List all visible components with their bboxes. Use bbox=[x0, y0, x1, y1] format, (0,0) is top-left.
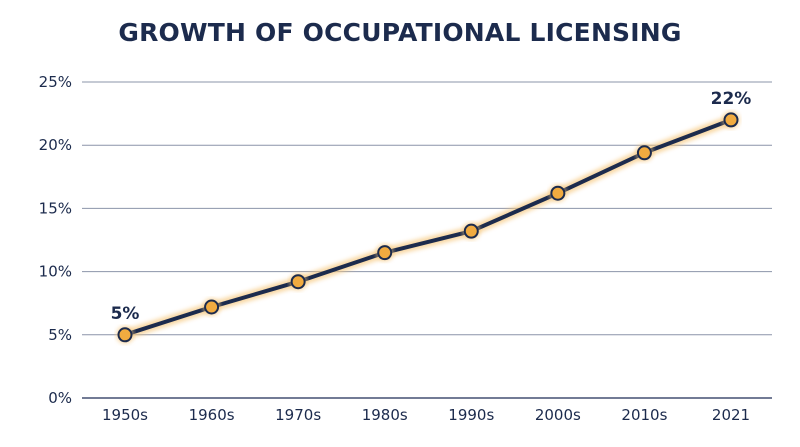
x-tick-label: 1960s bbox=[189, 406, 235, 424]
grid-lines bbox=[82, 81, 772, 399]
data-label: 5% bbox=[111, 304, 140, 324]
x-tick-label: 1980s bbox=[362, 406, 408, 424]
data-point bbox=[723, 112, 739, 128]
chart-title: GROWTH OF OCCUPATIONAL LICENSING bbox=[118, 18, 682, 47]
data-points bbox=[116, 110, 740, 344]
x-tick-label: 1970s bbox=[275, 406, 321, 424]
series-line bbox=[123, 117, 733, 337]
data-point bbox=[377, 245, 393, 261]
x-tick-label: 2010s bbox=[621, 406, 667, 424]
x-axis-tick-labels: 1950s 1960s 1970s 1980s 1990s 2000s 2010s 2021 bbox=[102, 406, 750, 424]
series-line bbox=[120, 114, 736, 340]
data-point bbox=[550, 185, 566, 201]
y-tick-label: 10% bbox=[39, 263, 72, 281]
x-tick-label: 2021 bbox=[712, 406, 750, 424]
data-labels: 5% 22% bbox=[111, 89, 752, 324]
data-point bbox=[290, 274, 306, 290]
y-tick-label: 25% bbox=[39, 73, 72, 91]
y-tick-label: 20% bbox=[39, 136, 72, 154]
data-point bbox=[204, 299, 220, 315]
x-tick-label: 2000s bbox=[535, 406, 581, 424]
y-tick-label: 15% bbox=[39, 199, 72, 217]
data-label: 22% bbox=[711, 89, 752, 109]
data-point bbox=[463, 223, 479, 239]
data-point bbox=[636, 145, 652, 161]
x-tick-label: 1990s bbox=[448, 406, 494, 424]
data-point bbox=[117, 327, 133, 343]
y-axis-tick-labels: 0% 5% 10% 15% 20% 25% bbox=[39, 73, 72, 407]
x-tick-label: 1950s bbox=[102, 406, 148, 424]
y-tick-label: 5% bbox=[48, 326, 72, 344]
y-tick-label: 0% bbox=[48, 389, 72, 407]
